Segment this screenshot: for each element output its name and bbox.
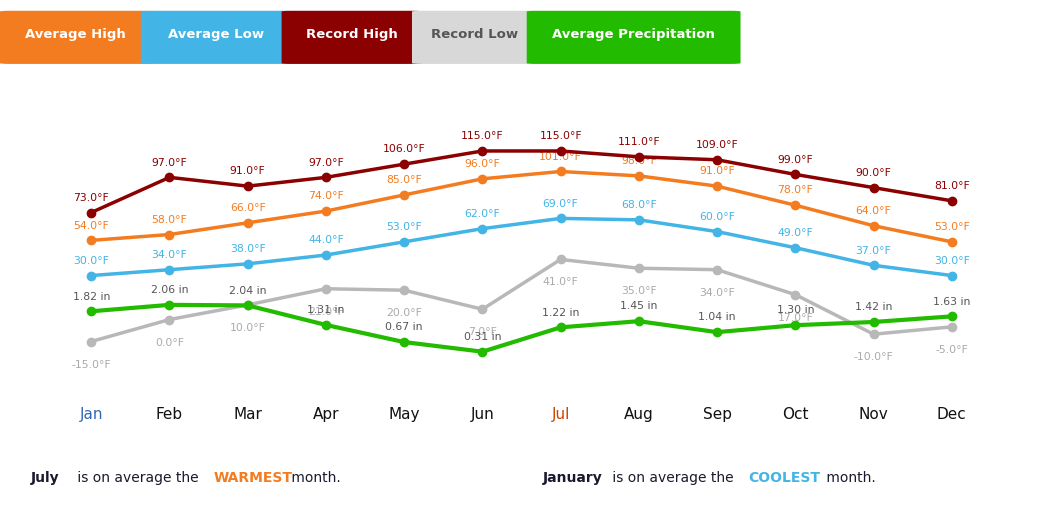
Text: 64.0°F: 64.0°F (855, 206, 892, 216)
Text: Jul: Jul (552, 407, 569, 422)
Text: Aug: Aug (624, 407, 654, 422)
Text: month.: month. (822, 471, 876, 485)
FancyBboxPatch shape (141, 11, 292, 64)
Text: 30.0°F: 30.0°F (73, 256, 110, 266)
Text: 1.82 in: 1.82 in (73, 291, 110, 302)
Text: Sep: Sep (703, 407, 731, 422)
Text: 73.0°F: 73.0°F (73, 193, 110, 203)
FancyBboxPatch shape (527, 11, 741, 64)
Text: Jan: Jan (79, 407, 103, 422)
Text: 58.0°F: 58.0°F (151, 215, 188, 225)
Text: Dec: Dec (937, 407, 967, 422)
Text: 91.0°F: 91.0°F (699, 166, 735, 176)
Text: 98.0°F: 98.0°F (621, 156, 657, 166)
Text: 0.31 in: 0.31 in (464, 332, 501, 342)
Text: 91.0°F: 91.0°F (229, 166, 266, 176)
Text: 41.0°F: 41.0°F (542, 278, 579, 287)
Text: 1.30 in: 1.30 in (777, 305, 814, 315)
Text: 0.67 in: 0.67 in (386, 322, 422, 332)
Text: -10.0°F: -10.0°F (853, 352, 894, 362)
Text: January: January (542, 471, 602, 485)
Text: 2.06 in: 2.06 in (151, 285, 188, 295)
Text: 34.0°F: 34.0°F (151, 250, 188, 260)
Text: 81.0°F: 81.0°F (933, 181, 970, 191)
Text: 1.63 in: 1.63 in (933, 297, 970, 307)
Text: 37.0°F: 37.0°F (855, 246, 892, 255)
FancyBboxPatch shape (0, 11, 151, 64)
Text: is on average the: is on average the (73, 471, 203, 485)
Text: 21.0°F: 21.0°F (308, 307, 344, 317)
Text: 10.0°F: 10.0°F (229, 323, 266, 333)
Text: 1.42 in: 1.42 in (855, 302, 892, 312)
Text: 30.0°F: 30.0°F (933, 256, 970, 266)
FancyBboxPatch shape (412, 11, 537, 64)
Text: 34.0°F: 34.0°F (699, 288, 735, 298)
Text: 111.0°F: 111.0°F (617, 137, 660, 147)
Text: 97.0°F: 97.0°F (151, 157, 188, 168)
Text: Feb: Feb (155, 407, 184, 422)
Text: 109.0°F: 109.0°F (696, 140, 738, 150)
Text: Average Low: Average Low (168, 28, 265, 41)
Text: -5.0°F: -5.0°F (936, 345, 968, 355)
Text: 96.0°F: 96.0°F (464, 159, 501, 169)
Text: May: May (388, 407, 420, 422)
Text: 78.0°F: 78.0°F (777, 186, 814, 195)
Text: 74.0°F: 74.0°F (308, 191, 344, 201)
Text: WARMEST: WARMEST (214, 471, 293, 485)
Text: 1.45 in: 1.45 in (621, 302, 657, 311)
Text: Average High: Average High (25, 28, 126, 41)
Text: 115.0°F: 115.0°F (461, 131, 504, 141)
Text: 54.0°F: 54.0°F (73, 221, 110, 231)
Text: 20.0°F: 20.0°F (386, 308, 422, 318)
Text: 1.04 in: 1.04 in (699, 312, 735, 323)
Text: 49.0°F: 49.0°F (777, 228, 814, 238)
Text: 115.0°F: 115.0°F (539, 131, 582, 141)
Text: 53.0°F: 53.0°F (933, 222, 970, 232)
Text: Oct: Oct (782, 407, 808, 422)
Text: 17.0°F: 17.0°F (777, 312, 814, 323)
Text: 106.0°F: 106.0°F (383, 145, 426, 154)
Text: -15.0°F: -15.0°F (72, 360, 111, 369)
Text: 2.04 in: 2.04 in (229, 286, 266, 295)
Text: Mar: Mar (234, 407, 262, 422)
Text: 85.0°F: 85.0°F (386, 175, 422, 185)
Text: 0.0°F: 0.0°F (155, 338, 184, 348)
Text: 1.31 in: 1.31 in (308, 305, 344, 315)
Text: 38.0°F: 38.0°F (229, 244, 266, 254)
Text: Record High: Record High (307, 28, 397, 41)
Text: 90.0°F: 90.0°F (855, 168, 892, 178)
Text: 44.0°F: 44.0°F (308, 235, 344, 245)
Text: 62.0°F: 62.0°F (464, 209, 501, 219)
Text: COOLEST: COOLEST (748, 471, 820, 485)
Text: 53.0°F: 53.0°F (386, 222, 422, 232)
Text: 68.0°F: 68.0°F (621, 200, 657, 210)
Text: 99.0°F: 99.0°F (777, 155, 814, 165)
Text: July: July (31, 471, 59, 485)
Text: Jun: Jun (470, 407, 494, 422)
Text: Nov: Nov (858, 407, 889, 422)
FancyBboxPatch shape (282, 11, 422, 64)
Text: 69.0°F: 69.0°F (542, 199, 579, 209)
Text: 7.0°F: 7.0°F (468, 327, 496, 338)
Text: 60.0°F: 60.0°F (699, 212, 735, 222)
Text: 97.0°F: 97.0°F (308, 157, 344, 168)
Text: Apr: Apr (313, 407, 339, 422)
Text: Average Precipitation: Average Precipitation (552, 28, 715, 41)
Text: Record Low: Record Low (431, 28, 518, 41)
Text: is on average the: is on average the (608, 471, 738, 485)
Text: 66.0°F: 66.0°F (229, 203, 266, 213)
Text: month.: month. (287, 471, 341, 485)
Text: 35.0°F: 35.0°F (621, 286, 657, 297)
Text: 101.0°F: 101.0°F (539, 152, 582, 162)
Text: 1.22 in: 1.22 in (542, 308, 579, 318)
